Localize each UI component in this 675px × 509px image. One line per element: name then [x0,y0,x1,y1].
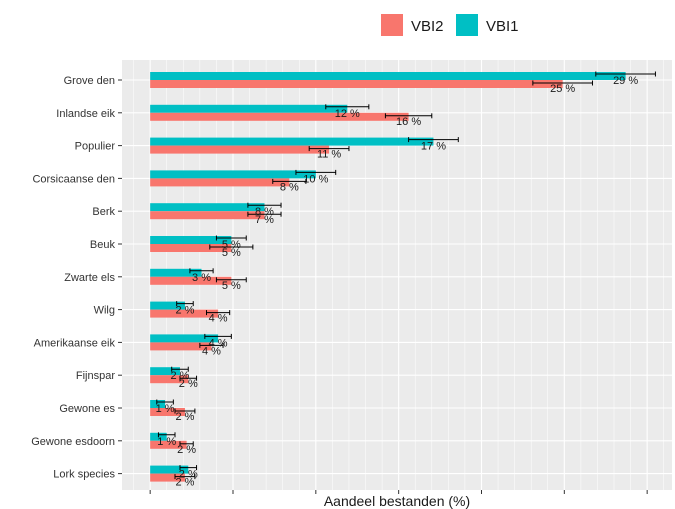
data-label-vbi2: 2 % [175,411,194,423]
bar-vbi1 [150,137,434,146]
bar-vbi2 [150,145,330,154]
bar-vbi1 [150,104,348,113]
data-label-vbi1: 4 % [209,337,228,349]
y-axis-categories: Grove den Inlandse eik Populier Corsicaanse… [31,75,122,481]
bar-vbi2 [150,440,187,449]
y-tick-label: Inlandse eik [56,108,115,120]
data-label-vbi1: 1 % [156,403,175,415]
y-tick-label: Amerikaanse eik [34,337,116,349]
x-axis-ticks [149,490,648,494]
bar-vbi1 [150,170,316,179]
bar-vbi1 [150,367,180,376]
data-label-vbi2: 4 % [202,345,221,357]
data-label-vbi1: 2 % [175,305,194,317]
data-label-vbi2: 11 % [317,149,341,161]
bar-vbi2 [150,342,212,351]
data-label-vbi1: 12 % [335,108,360,120]
bar-vbi2 [150,473,185,482]
bar-vbi2 [150,112,409,121]
data-label-vbi1: 29 % [613,75,638,87]
data-label-vbi2: 4 % [209,313,228,325]
data-label-vbi2: 8 % [280,181,299,193]
legend-key-vbi2 [381,14,403,36]
data-label-vbi1: 8 % [255,206,274,218]
bar-vbi1 [150,334,219,343]
bar-vbi2 [150,375,189,384]
data-label-vbi1: 5 % [222,239,241,251]
y-tick-label: Berk [92,206,115,218]
data-label-vbi2: 5 % [222,280,241,292]
y-tick-label: Wilg [94,305,115,317]
data-label-vbi2: 7 % [255,214,274,226]
y-tick-label: Corsicaanse den [32,173,115,185]
x-axis-title: Aandeel bestanden (%) [324,493,470,509]
error-bars [156,71,656,480]
legend-label-vbi1: VBI1 [486,18,519,35]
data-label-vbi1: 10 % [303,173,328,185]
y-tick-label: Beuk [90,239,116,251]
bar-vbi2 [150,276,232,285]
data-label-vbi2: 2 % [177,444,196,456]
data-labels: 29 %25 %12 %16 %17 %11 %10 %8 %8 %7 %5 %… [156,75,639,489]
bar-vbi1 [150,203,265,212]
gridlines [122,60,672,490]
data-label-vbi2: 25 % [550,83,575,95]
bar-vbi2 [150,178,290,187]
y-tick-label: Zwarte els [64,272,115,284]
y-tick-label: Gewone es [59,403,115,415]
data-label-vbi2: 2 % [179,378,198,390]
y-tick-label: Populier [75,141,116,153]
legend-key-vbi1 [456,14,478,36]
legend-label-vbi2: VBI2 [411,18,444,35]
bars [150,72,626,482]
bar-vbi1 [150,400,166,408]
bar-vbi1 [150,465,189,474]
bar-vbi1 [150,268,202,277]
data-label-vbi1: 2 % [170,370,189,382]
y-tick-label: Grove den [64,75,115,87]
bar-vbi1 [150,301,185,310]
data-label-vbi1: 3 % [192,272,211,284]
data-label-vbi1: 17 % [421,141,446,153]
y-tick-label: Gewone esdoorn [31,436,115,448]
bar-vbi1 [150,72,626,80]
data-label-vbi1: 2 % [179,469,198,481]
data-label-vbi2: 16 % [396,116,421,128]
data-label-vbi2: 2 % [175,477,194,489]
data-label-vbi1: 1 % [157,436,176,448]
data-label-vbi2: 5 % [222,247,241,259]
bar-vbi2 [150,80,563,88]
bar-vbi2 [150,309,219,318]
y-tick-label: Fijnspar [76,370,115,382]
bar-vbi2 [150,244,232,252]
bar-vbi1 [150,236,232,244]
legend: VBI2 VBI1 [381,14,519,36]
plot-panel [122,60,672,490]
bar-vbi2 [150,211,265,220]
bar-vbi2 [150,408,185,416]
y-tick-label: Lork species [53,469,115,481]
